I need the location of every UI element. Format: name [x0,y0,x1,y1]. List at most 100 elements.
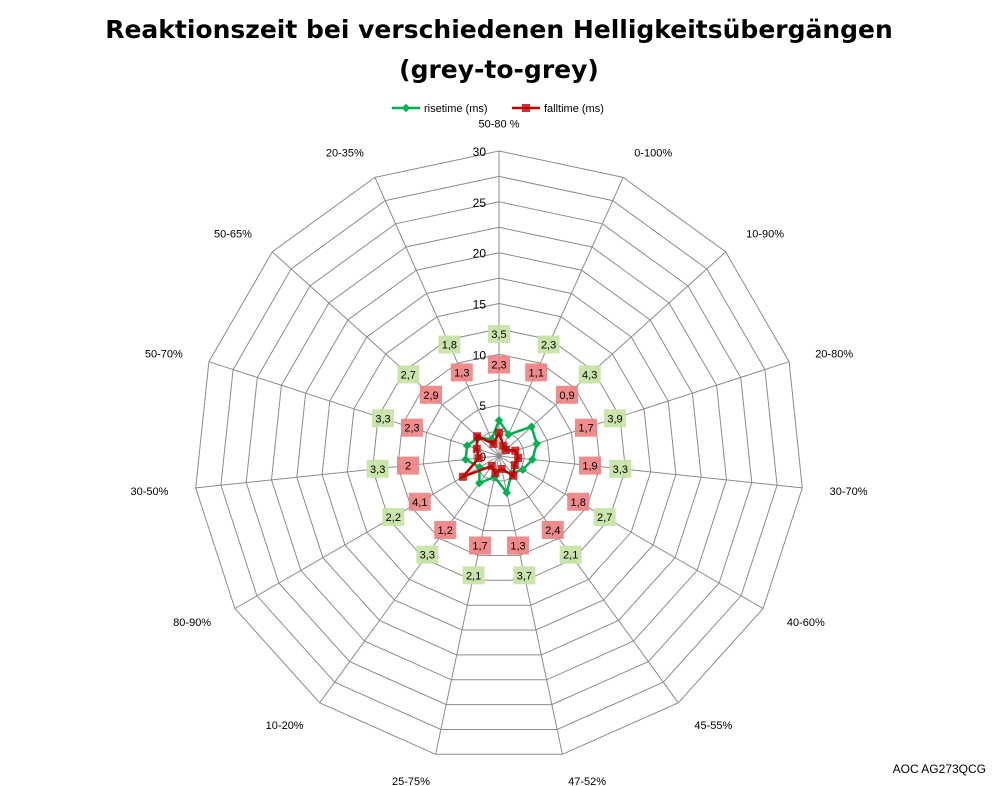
data-label: 4,1 [412,497,427,509]
radial-tick-label: 20 [473,247,487,261]
radial-tick-label: 10 [473,348,487,362]
data-label: 2,7 [401,369,416,381]
category-label: 20-35% [326,147,364,159]
data-label: 3,9 [607,413,622,425]
data-label-bg [525,363,548,382]
data-point [489,439,498,448]
data-point [495,428,503,437]
data-point [497,464,506,473]
data-label: 2 [405,461,411,473]
monitor-model-label: AOC AG273QCG [892,762,986,776]
data-point [514,454,523,462]
grid-ring [397,353,601,556]
data-point [509,471,518,480]
data-label: 1,7 [472,541,487,553]
data-point [461,455,470,464]
grid-spoke [234,455,500,609]
grid-ring [346,302,652,606]
data-point [532,439,541,448]
grid-spoke [319,455,500,704]
data-label-bg [434,521,457,539]
data-label: 1,9 [582,461,597,473]
data-label: 1,8 [571,497,586,509]
data-point [504,430,513,439]
data-label-bg [513,566,536,585]
data-point [499,441,508,450]
data-label-bg [578,365,601,384]
data-label-bg [609,459,632,478]
data-label: 4,3 [582,369,597,381]
grid-spoke [498,177,624,457]
data-label-bg [507,536,529,555]
series-line [464,419,539,496]
data-label: 1,1 [529,367,544,379]
category-label: 50-80 % [479,119,520,131]
category-label: 20-80% [815,348,853,360]
data-point [462,441,472,450]
data-point [518,465,528,474]
data-label: 0,9 [559,390,574,402]
grid-spoke [208,361,500,457]
data-label-bg [401,418,423,437]
data-label: 3,5 [491,329,506,341]
grid-spoke [195,455,500,489]
data-label-bg [382,508,405,526]
grid-ring [447,404,551,507]
data-label-bg [397,456,419,475]
grid-spoke [374,177,500,457]
data-label: 1,3 [454,367,469,379]
data-point [527,422,536,431]
data-point [494,416,504,425]
data-label-bg [575,418,597,437]
grid-spoke [498,455,563,755]
data-point [473,432,482,441]
legend-label: risetime (ms) [424,103,488,115]
data-label: 1,7 [578,423,593,435]
data-point [528,455,537,464]
category-label: 80-90% [173,617,211,629]
grid-spoke [498,251,727,457]
radial-tick-label: 0 [479,450,486,464]
data-label-bg [450,363,473,382]
category-label: 45-55% [694,720,732,732]
grid-spoke [498,361,790,457]
data-label: 2,9 [423,390,438,402]
legend-marker [401,103,411,113]
data-label: 2,7 [597,512,612,524]
data-point [501,445,510,454]
grid-ring [270,226,728,681]
data-label-bg [469,536,491,555]
data-label: 2,1 [466,570,481,582]
legend-label: falltime (ms) [544,103,604,115]
data-point [511,446,520,455]
data-point [475,478,484,488]
data-label-bg [416,545,439,564]
data-label-bg [366,459,389,478]
data-label-bg [541,521,564,539]
legend-marker [522,104,530,112]
data-label-bg [604,409,626,428]
data-label-bg [593,508,616,526]
data-label: 2,3 [404,423,419,435]
grid-ring [220,175,778,730]
data-label: 1,3 [510,541,525,553]
data-label: 3,3 [613,464,628,476]
data-label: 3,3 [375,413,390,425]
category-label: 47-52% [568,776,606,786]
chart-title: Reaktionszeit bei verschiedenen Helligke… [0,10,998,90]
data-label-bg [567,492,590,511]
data-point [510,461,519,470]
grid-ring [296,252,702,656]
grid-ring [195,150,803,755]
data-label-bg [420,385,442,404]
radial-tick-label: 30 [473,145,487,159]
grid-spoke [435,455,500,755]
category-label: 40-60% [787,617,825,629]
data-label: 2,2 [386,512,401,524]
data-label-bg [462,566,485,585]
category-label: 30-50% [130,486,168,498]
data-label: 2,3 [541,340,556,352]
data-point [474,454,483,463]
data-label-bg [537,335,560,354]
